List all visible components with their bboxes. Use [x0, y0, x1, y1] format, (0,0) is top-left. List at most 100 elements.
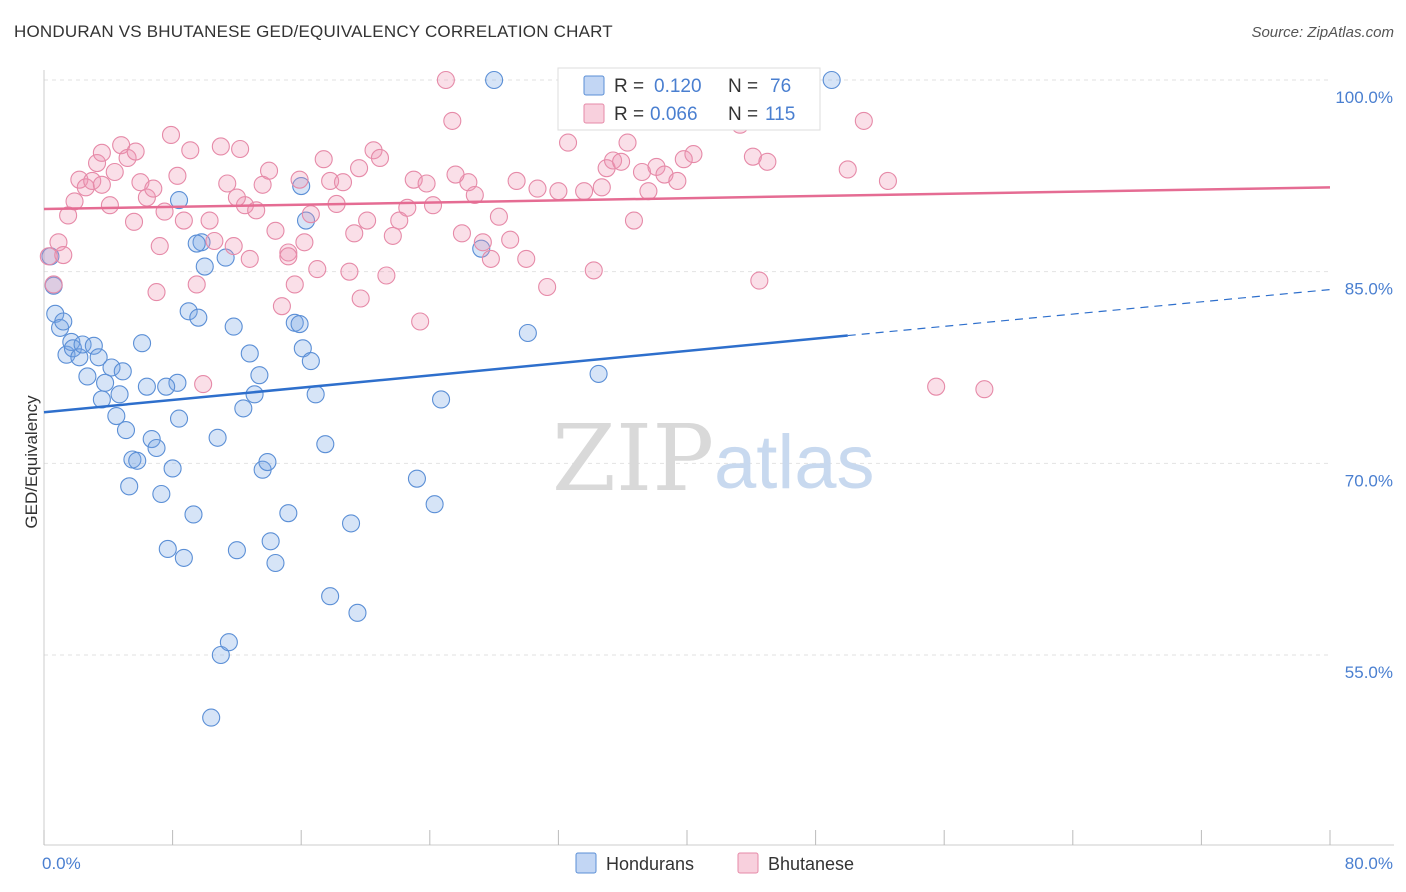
- bhutanese-point: [231, 139, 250, 159]
- bhutanese-point: [436, 70, 455, 90]
- bhutanese-point: [314, 150, 333, 169]
- bhutanese-point: [443, 111, 462, 130]
- honduran-point: [195, 257, 214, 276]
- legend-n-label-1: N =: [728, 76, 758, 97]
- honduran-point: [227, 541, 246, 560]
- legend-n-value-1: 76: [770, 76, 791, 97]
- bhutanese-point: [390, 211, 409, 230]
- legend-r-value-2: 0.066: [650, 104, 698, 125]
- bhutanese-point: [383, 226, 402, 245]
- bhutanese-point: [240, 249, 259, 268]
- bhutanese-point: [100, 196, 119, 215]
- bhutanese-point: [878, 171, 897, 190]
- honduran-point: [425, 495, 444, 514]
- bhutanese-point: [624, 211, 644, 230]
- honduran-point: [293, 339, 312, 358]
- bottom-legend-swatch-hondurans: [575, 852, 597, 874]
- honduran-point: [63, 339, 82, 358]
- bhutanese-point: [124, 212, 144, 231]
- hondurans-trend-line: [43, 334, 848, 414]
- bhutanese-point: [465, 185, 484, 205]
- bhutanese-point: [279, 243, 298, 262]
- honduran-point: [169, 409, 189, 428]
- bhutanese-point: [272, 297, 291, 316]
- bhutanese-point: [200, 211, 219, 230]
- bhutanese-point: [364, 141, 383, 160]
- bhutanese-point: [290, 170, 309, 189]
- honduran-point: [202, 708, 221, 727]
- bhutanese-point: [87, 154, 107, 173]
- y-tick-label: 55.0%: [1345, 663, 1393, 682]
- bottom-legend-bhutanese: Bhutanese: [768, 854, 854, 874]
- honduran-point: [157, 377, 176, 396]
- bhutanese-point: [411, 312, 430, 331]
- bhutanese-point: [150, 237, 169, 256]
- honduran-point: [258, 453, 277, 472]
- honduran-point: [301, 352, 320, 371]
- honduran-point: [211, 645, 230, 665]
- bhutanese-point: [308, 260, 327, 279]
- bhutanese-point: [838, 160, 857, 179]
- honduran-point: [306, 385, 325, 404]
- bhutanese-point: [758, 152, 777, 171]
- bhutanese-point: [70, 170, 89, 189]
- honduran-point: [84, 336, 103, 355]
- bottom-legend: Hondurans Bhutanese: [575, 852, 854, 874]
- bhutanese-point: [684, 145, 703, 164]
- honduran-point: [341, 514, 361, 533]
- bhutanese-point: [147, 283, 166, 302]
- honduran-point: [245, 385, 264, 404]
- x-tick-label: 80.0%: [1345, 854, 1393, 873]
- honduran-point: [279, 504, 298, 523]
- bhutanese-point: [584, 261, 603, 280]
- bottom-legend-swatch-bhutanese: [737, 852, 759, 874]
- bhutanese-point: [417, 174, 436, 193]
- bhutanese-point: [743, 147, 762, 166]
- bhutanese-point: [181, 141, 200, 160]
- honduran-point: [219, 633, 238, 652]
- bhutanese-point: [155, 202, 174, 221]
- legend-n-value-2: 115: [765, 104, 795, 125]
- honduran-point: [224, 317, 243, 336]
- bhutanese-point: [194, 375, 213, 394]
- honduran-point: [250, 366, 269, 385]
- bhutanese-point: [854, 111, 873, 130]
- watermark-zip: ZIP: [552, 405, 714, 512]
- legend-r-label-1: R =: [614, 76, 644, 97]
- bhutanese-point: [227, 188, 246, 207]
- honduran-point: [261, 532, 280, 551]
- honduran-point: [290, 315, 309, 334]
- honduran-point: [133, 334, 152, 353]
- bhutanese-point: [83, 171, 102, 190]
- bhutanese-point: [639, 182, 658, 201]
- honduran-point: [137, 377, 156, 396]
- bhutanese-point: [377, 266, 396, 285]
- bhutanese-point: [295, 233, 314, 252]
- y-tick-labels: 55.0% 70.0% 85.0% 100.0%: [1335, 88, 1393, 682]
- bhutanese-point: [750, 271, 769, 290]
- honduran-point: [169, 191, 189, 210]
- bhutanese-point: [279, 247, 298, 266]
- honduran-point: [96, 373, 115, 392]
- bhutanese-point: [137, 188, 156, 207]
- watermark-atlas: atlas: [714, 420, 875, 505]
- bhutanese-point: [528, 179, 547, 198]
- bhutanese-point: [144, 179, 163, 198]
- bhutanese-point: [218, 174, 237, 193]
- bhutanese-point: [345, 224, 364, 243]
- bhutanese-point: [575, 182, 594, 201]
- honduran-point: [152, 484, 171, 504]
- honduran-point: [163, 459, 182, 478]
- honduran-point: [142, 430, 161, 449]
- chart-title: HONDURAN VS BHUTANESE GED/EQUIVALENCY CO…: [14, 22, 613, 41]
- honduran-point: [54, 312, 73, 331]
- honduran-point: [321, 587, 340, 606]
- bhutanese-point: [211, 137, 230, 156]
- hondurans-series: [41, 70, 841, 727]
- bhutanese-point: [927, 377, 946, 396]
- legend-swatch-bhutanese: [583, 103, 605, 124]
- chart-source: Source: ZipAtlas.com: [1251, 24, 1394, 41]
- honduran-point: [292, 177, 311, 196]
- honduran-point: [62, 332, 81, 351]
- legend-n-label-2: N =: [728, 104, 758, 125]
